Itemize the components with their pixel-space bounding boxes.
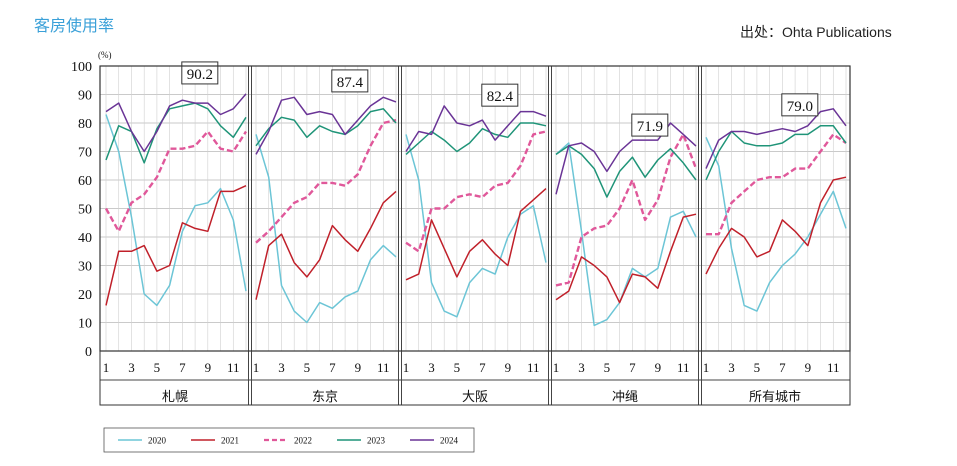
series-line-2022	[706, 133, 847, 236]
series-line-2023	[405, 122, 547, 155]
page-title: 客房使用率	[34, 16, 115, 35]
series-line-2024	[405, 105, 547, 152]
x-tick-label: 5	[304, 360, 311, 375]
x-tick-label: 9	[805, 360, 812, 375]
x-tick-label: 7	[779, 360, 786, 375]
y-tick-label: 10	[78, 317, 92, 332]
y-tick-label: 0	[85, 345, 92, 360]
series-line-2024	[255, 96, 397, 155]
series-line-2024	[555, 122, 697, 195]
x-tick-label: 3	[128, 360, 135, 375]
x-tick-label: 7	[179, 360, 186, 375]
y-tick-label: 80	[78, 117, 92, 132]
x-tick-label: 11	[377, 360, 390, 375]
x-tick-label: 1	[403, 360, 410, 375]
y-tick-label: 40	[78, 231, 92, 246]
x-tick-label: 11	[677, 360, 690, 375]
x-tick-label: 1	[103, 360, 110, 375]
series-line-2024	[105, 93, 247, 153]
series-line-2023	[255, 108, 397, 147]
y-tick-label: 90	[78, 89, 92, 104]
series-line-2021	[555, 213, 697, 304]
series-line-2020	[705, 136, 847, 312]
series-line-2020	[255, 134, 397, 324]
legend-box	[103, 427, 475, 453]
source-note: 出处：Ohta Publications	[740, 24, 892, 40]
series-line-2021	[105, 185, 247, 306]
panel-label: 大阪	[462, 390, 488, 405]
highlight-value: 82.4	[487, 89, 514, 105]
series-line-2024	[705, 108, 847, 169]
legend-label: 2024	[440, 436, 459, 446]
panel-label: 东京	[312, 390, 338, 405]
series-line-2020	[555, 142, 697, 327]
x-tick-label: 3	[578, 360, 585, 375]
x-tick-label: 1	[553, 360, 560, 375]
x-tick-label: 3	[278, 360, 285, 375]
series-line-2021	[405, 188, 547, 281]
highlight-value: 79.0	[787, 99, 813, 115]
series-line-2021	[705, 176, 847, 275]
x-tick-label: 1	[703, 360, 710, 375]
highlight-value: 87.4	[337, 75, 364, 91]
x-tick-label: 3	[728, 360, 735, 375]
highlight-box	[331, 69, 369, 93]
x-tick-label: 11	[827, 360, 840, 375]
panel-label: 所有城市	[749, 389, 801, 405]
series-line-2022	[405, 130, 547, 253]
x-tick-label: 9	[355, 360, 362, 375]
highlight-box	[181, 61, 219, 85]
series-line-2023	[555, 145, 697, 198]
x-tick-label: 9	[205, 360, 212, 375]
series-line-2020	[105, 114, 247, 307]
x-tick-label: 7	[629, 360, 636, 375]
x-tick-label: 5	[154, 360, 161, 375]
highlight-box	[631, 113, 669, 137]
legend-label: 2023	[367, 436, 386, 446]
x-tick-label: 11	[227, 360, 240, 375]
y-tick-label: 70	[78, 146, 92, 161]
legend-label: 2020	[148, 436, 167, 446]
y-tick-label: 30	[78, 260, 92, 275]
x-tick-label: 5	[454, 360, 461, 375]
y-tick-label: 60	[78, 174, 92, 189]
x-tick-label: 9	[655, 360, 662, 375]
legend-label: 2021	[221, 436, 239, 446]
panel-label: 札幌	[162, 389, 188, 405]
x-tick-label: 11	[527, 360, 540, 375]
highlight-box	[781, 93, 819, 117]
y-tick-label: 50	[78, 203, 92, 218]
x-tick-label: 5	[604, 360, 611, 375]
series-line-2023	[105, 102, 247, 164]
series-line-2022	[255, 118, 397, 244]
axis-band-frame	[99, 350, 851, 406]
series-line-2022	[104, 130, 248, 233]
x-tick-label: 7	[479, 360, 486, 375]
x-tick-label: 7	[329, 360, 336, 375]
series-line-2021	[255, 190, 397, 300]
series-line-2022	[555, 133, 698, 287]
y-tick-label: 20	[78, 288, 92, 303]
highlight-value: 71.9	[637, 119, 663, 135]
series-line-2023	[705, 125, 847, 181]
x-tick-label: 5	[754, 360, 761, 375]
x-tick-label: 1	[253, 360, 260, 375]
legend-label: 2022	[294, 436, 312, 446]
highlight-value: 90.2	[187, 67, 213, 83]
panel-label: 冲绳	[612, 390, 638, 405]
y-unit-label: (%)	[98, 50, 112, 60]
x-tick-label: 9	[505, 360, 512, 375]
highlight-box	[481, 83, 519, 107]
series-line-2020	[405, 134, 547, 318]
y-tick-label: 100	[71, 60, 92, 75]
x-tick-label: 3	[428, 360, 435, 375]
